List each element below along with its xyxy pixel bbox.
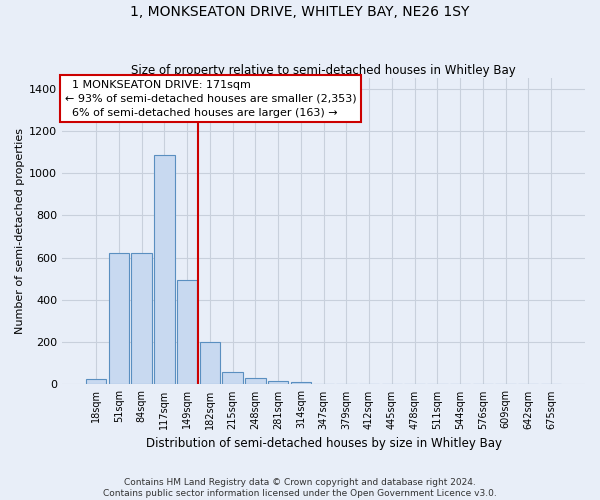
Bar <box>177 280 197 384</box>
Bar <box>290 382 311 384</box>
Bar <box>200 342 220 384</box>
Title: Size of property relative to semi-detached houses in Whitley Bay: Size of property relative to semi-detach… <box>131 64 516 77</box>
Y-axis label: Number of semi-detached properties: Number of semi-detached properties <box>15 128 25 334</box>
Bar <box>131 254 152 384</box>
Bar <box>86 379 106 384</box>
Bar <box>223 372 243 384</box>
Bar <box>268 380 289 384</box>
Text: 1, MONKSEATON DRIVE, WHITLEY BAY, NE26 1SY: 1, MONKSEATON DRIVE, WHITLEY BAY, NE26 1… <box>130 5 470 19</box>
Bar <box>154 156 175 384</box>
Text: Contains HM Land Registry data © Crown copyright and database right 2024.
Contai: Contains HM Land Registry data © Crown c… <box>103 478 497 498</box>
Bar <box>245 378 266 384</box>
Text: 1 MONKSEATON DRIVE: 171sqm
← 93% of semi-detached houses are smaller (2,353)
  6: 1 MONKSEATON DRIVE: 171sqm ← 93% of semi… <box>65 80 356 118</box>
Bar <box>109 254 129 384</box>
X-axis label: Distribution of semi-detached houses by size in Whitley Bay: Distribution of semi-detached houses by … <box>146 437 502 450</box>
